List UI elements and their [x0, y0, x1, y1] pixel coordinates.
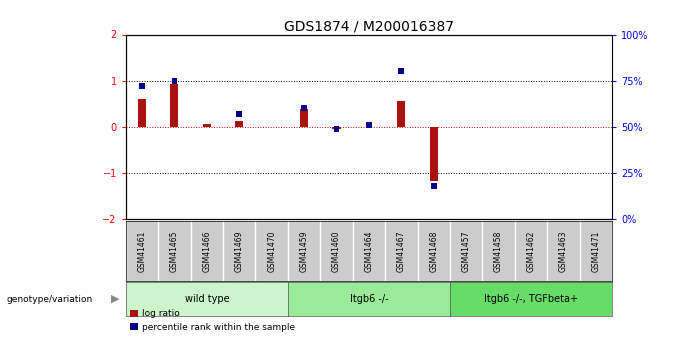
Bar	[235, 121, 243, 127]
Text: ▶: ▶	[111, 294, 120, 304]
Bar	[366, 122, 372, 128]
Text: GSM41468: GSM41468	[429, 230, 438, 272]
Text: Itgb6 -/-: Itgb6 -/-	[350, 294, 388, 304]
Bar	[334, 126, 339, 132]
Text: GSM41458: GSM41458	[494, 230, 503, 272]
Bar	[138, 99, 146, 127]
Text: GSM41469: GSM41469	[235, 230, 243, 272]
Title: GDS1874 / M200016387: GDS1874 / M200016387	[284, 19, 454, 33]
Bar	[301, 105, 307, 111]
Text: Itgb6 -/-, TGFbeta+: Itgb6 -/-, TGFbeta+	[484, 294, 578, 304]
Text: GSM41463: GSM41463	[559, 230, 568, 272]
Legend: log ratio, percentile rank within the sample: log ratio, percentile rank within the sa…	[131, 309, 295, 332]
Text: GSM41470: GSM41470	[267, 230, 276, 272]
Text: GSM41471: GSM41471	[592, 230, 600, 272]
Bar	[333, 127, 341, 129]
Bar	[237, 111, 242, 117]
Bar	[171, 84, 178, 127]
Bar	[397, 101, 405, 127]
Text: genotype/variation: genotype/variation	[7, 295, 93, 304]
Bar	[203, 124, 211, 127]
Bar	[430, 127, 438, 181]
Bar	[431, 183, 437, 189]
Text: GSM41466: GSM41466	[203, 230, 211, 272]
Bar	[171, 78, 177, 83]
Text: GSM41462: GSM41462	[526, 230, 535, 272]
Bar	[300, 109, 308, 127]
Text: GSM41457: GSM41457	[462, 230, 471, 272]
Text: GSM41460: GSM41460	[332, 230, 341, 272]
Text: GSM41461: GSM41461	[137, 230, 146, 272]
Bar	[139, 83, 145, 89]
Text: GSM41459: GSM41459	[300, 230, 309, 272]
Text: GSM41464: GSM41464	[364, 230, 373, 272]
Text: GSM41467: GSM41467	[397, 230, 406, 272]
Bar	[398, 68, 404, 75]
Text: GSM41465: GSM41465	[170, 230, 179, 272]
Text: wild type: wild type	[184, 294, 229, 304]
